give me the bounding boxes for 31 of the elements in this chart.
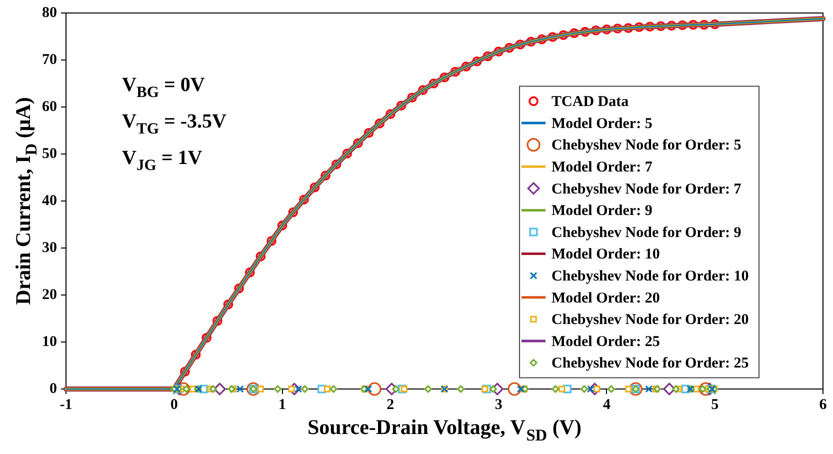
y-tick-label: 40 bbox=[42, 192, 57, 209]
x-tick-label: 6 bbox=[819, 396, 828, 413]
x-tick-label: 1 bbox=[278, 396, 286, 413]
y-tick-label: 70 bbox=[42, 52, 57, 68]
x-tick-label: 2 bbox=[386, 396, 394, 413]
legend-label: Model Order: 20 bbox=[552, 290, 660, 306]
legend-label: Model Order: 9 bbox=[552, 203, 652, 220]
y-tick-label: 50 bbox=[42, 146, 57, 162]
x-tick-label: 4 bbox=[602, 396, 611, 413]
legend-label: Chebyshev Node for Order: 10 bbox=[552, 268, 749, 284]
legend-label: Model Order: 7 bbox=[552, 159, 653, 176]
legend-label: Chebyshev Node for Order: 7 bbox=[552, 181, 742, 198]
y-tick-label: 10 bbox=[42, 334, 57, 350]
legend-label: Chebyshev Node for Order: 20 bbox=[552, 312, 749, 328]
legend-label: Model Order: 25 bbox=[552, 334, 660, 350]
legend-label: Chebyshev Node for Order: 25 bbox=[552, 356, 749, 372]
legend-label: Chebyshev Node for Order: 5 bbox=[552, 138, 742, 154]
x-tick-label: 0 bbox=[170, 396, 178, 413]
y-tick-label: 0 bbox=[50, 380, 57, 397]
legend-label: TCAD Data bbox=[552, 94, 630, 110]
y-tick-label: 80 bbox=[42, 4, 57, 21]
y-tick-label: 60 bbox=[42, 98, 57, 115]
x-tick-label: 3 bbox=[494, 396, 502, 413]
x-tick-label: 5 bbox=[711, 396, 719, 413]
legend-label: Model Order: 10 bbox=[552, 246, 660, 263]
y-tick-label: 30 bbox=[42, 240, 57, 256]
y-tick-label: 20 bbox=[42, 286, 57, 303]
legend-label: Model Order: 5 bbox=[552, 116, 652, 132]
x-tick-label: -1 bbox=[60, 396, 72, 413]
y-axis-title: Drain Current, ID (μA) bbox=[11, 97, 40, 305]
legend-label: Chebyshev Node for Order: 9 bbox=[552, 224, 742, 241]
